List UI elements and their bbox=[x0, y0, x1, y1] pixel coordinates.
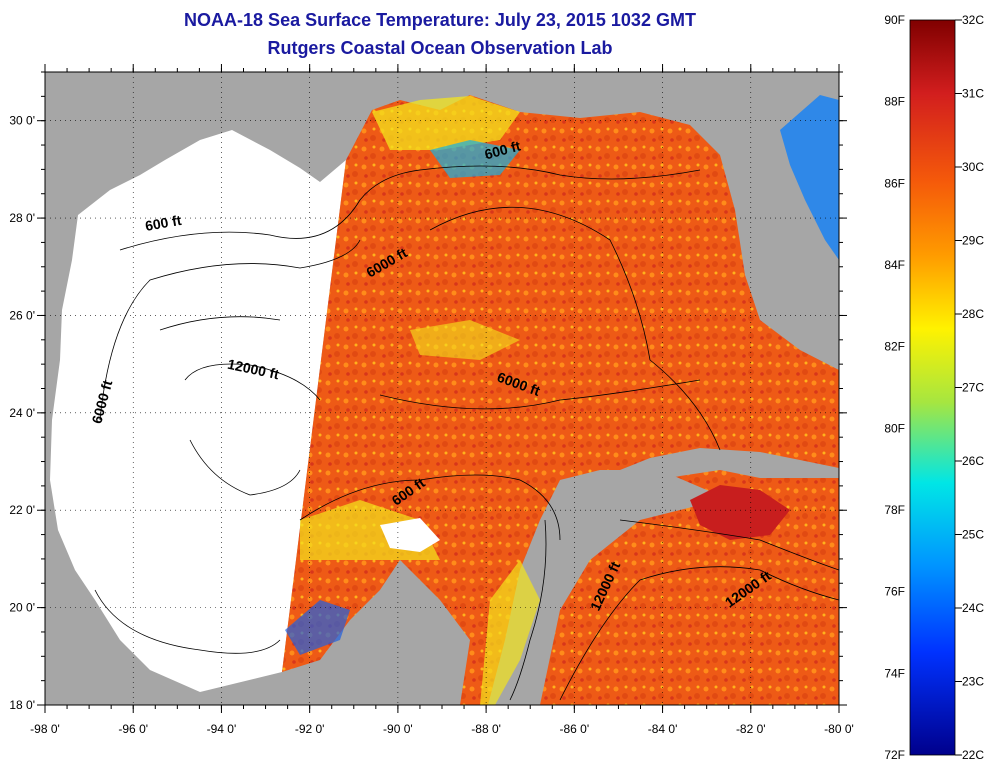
lat-tick-label: 30 0' bbox=[9, 114, 35, 128]
colorbar-f-label: 72F bbox=[884, 748, 905, 762]
colorbar-c-label: 31C bbox=[962, 87, 984, 101]
lat-tick-label: 20 0' bbox=[9, 601, 35, 615]
lon-tick-label: -82 0' bbox=[736, 722, 766, 736]
latitude-axis: 18 0' 20 0' 22 0' 24 0' 26 0' 28 0' 30 0' bbox=[9, 71, 847, 712]
map-title: NOAA-18 Sea Surface Temperature: July 23… bbox=[184, 10, 696, 30]
caribbean-water bbox=[540, 505, 839, 705]
colorbar-c-label: 23C bbox=[962, 675, 984, 689]
colorbar-c-label: 24C bbox=[962, 601, 984, 615]
lat-tick-label: 24 0' bbox=[9, 406, 35, 420]
map-subtitle: Rutgers Coastal Ocean Observation Lab bbox=[267, 38, 613, 58]
depth-contour-label: 600 ft bbox=[144, 212, 183, 234]
colorbar-c-label: 27C bbox=[962, 381, 984, 395]
colorbar-c-label: 29C bbox=[962, 234, 984, 248]
colorbar-f-label: 86F bbox=[884, 176, 905, 190]
lat-tick-label: 18 0' bbox=[9, 698, 35, 712]
colorbar-c-label: 28C bbox=[962, 307, 984, 321]
lon-tick-label: -92 0' bbox=[295, 722, 325, 736]
lon-tick-label: -86 0' bbox=[560, 722, 590, 736]
colorbar-f-label: 76F bbox=[884, 585, 905, 599]
longitude-axis: -98 0' -96 0' -94 0' -92 0' -90 0' -88 0' -86 … bbox=[30, 64, 854, 736]
colorbar-f-label: 90F bbox=[884, 13, 905, 27]
lon-tick-label: -84 0' bbox=[648, 722, 678, 736]
colorbar-c-label: 26C bbox=[962, 454, 984, 468]
lat-tick-label: 22 0' bbox=[9, 503, 35, 517]
colorbar-f-label: 78F bbox=[884, 503, 905, 517]
lon-tick-label: -98 0' bbox=[30, 722, 60, 736]
colorbar-c-label: 32C bbox=[962, 13, 984, 27]
no-data-region bbox=[50, 130, 346, 692]
colorbar-f-label: 88F bbox=[884, 95, 905, 109]
colorbar-c-label: 22C bbox=[962, 748, 984, 762]
colorbar-c-label: 30C bbox=[962, 160, 984, 174]
bathymetry-contours bbox=[94, 165, 839, 701]
colorbar-celsius-labels: 32C 31C 30C 29C 28C 27C 26C 25C 24C 23C 22C bbox=[955, 13, 984, 762]
lon-tick-label: -80 0' bbox=[824, 722, 854, 736]
cuba bbox=[620, 448, 839, 484]
colorbar-f-label: 74F bbox=[884, 666, 905, 680]
lon-tick-label: -90 0' bbox=[383, 722, 413, 736]
lon-tick-label: -96 0' bbox=[118, 722, 148, 736]
colorbar bbox=[909, 19, 956, 756]
colorbar-c-label: 25C bbox=[962, 528, 984, 542]
colorbar-f-label: 80F bbox=[884, 421, 905, 435]
lat-tick-label: 26 0' bbox=[9, 308, 35, 322]
lat-tick-label: 28 0' bbox=[9, 211, 35, 225]
lon-tick-label: -88 0' bbox=[471, 722, 501, 736]
colorbar-f-label: 82F bbox=[884, 340, 905, 354]
graticule bbox=[45, 72, 839, 705]
colorbar-f-label: 84F bbox=[884, 258, 905, 272]
lon-tick-label: -94 0' bbox=[207, 722, 237, 736]
colorbar-fahrenheit-labels: 90F 88F 86F 84F 82F 80F 78F 76F 74F 72F bbox=[884, 13, 905, 762]
